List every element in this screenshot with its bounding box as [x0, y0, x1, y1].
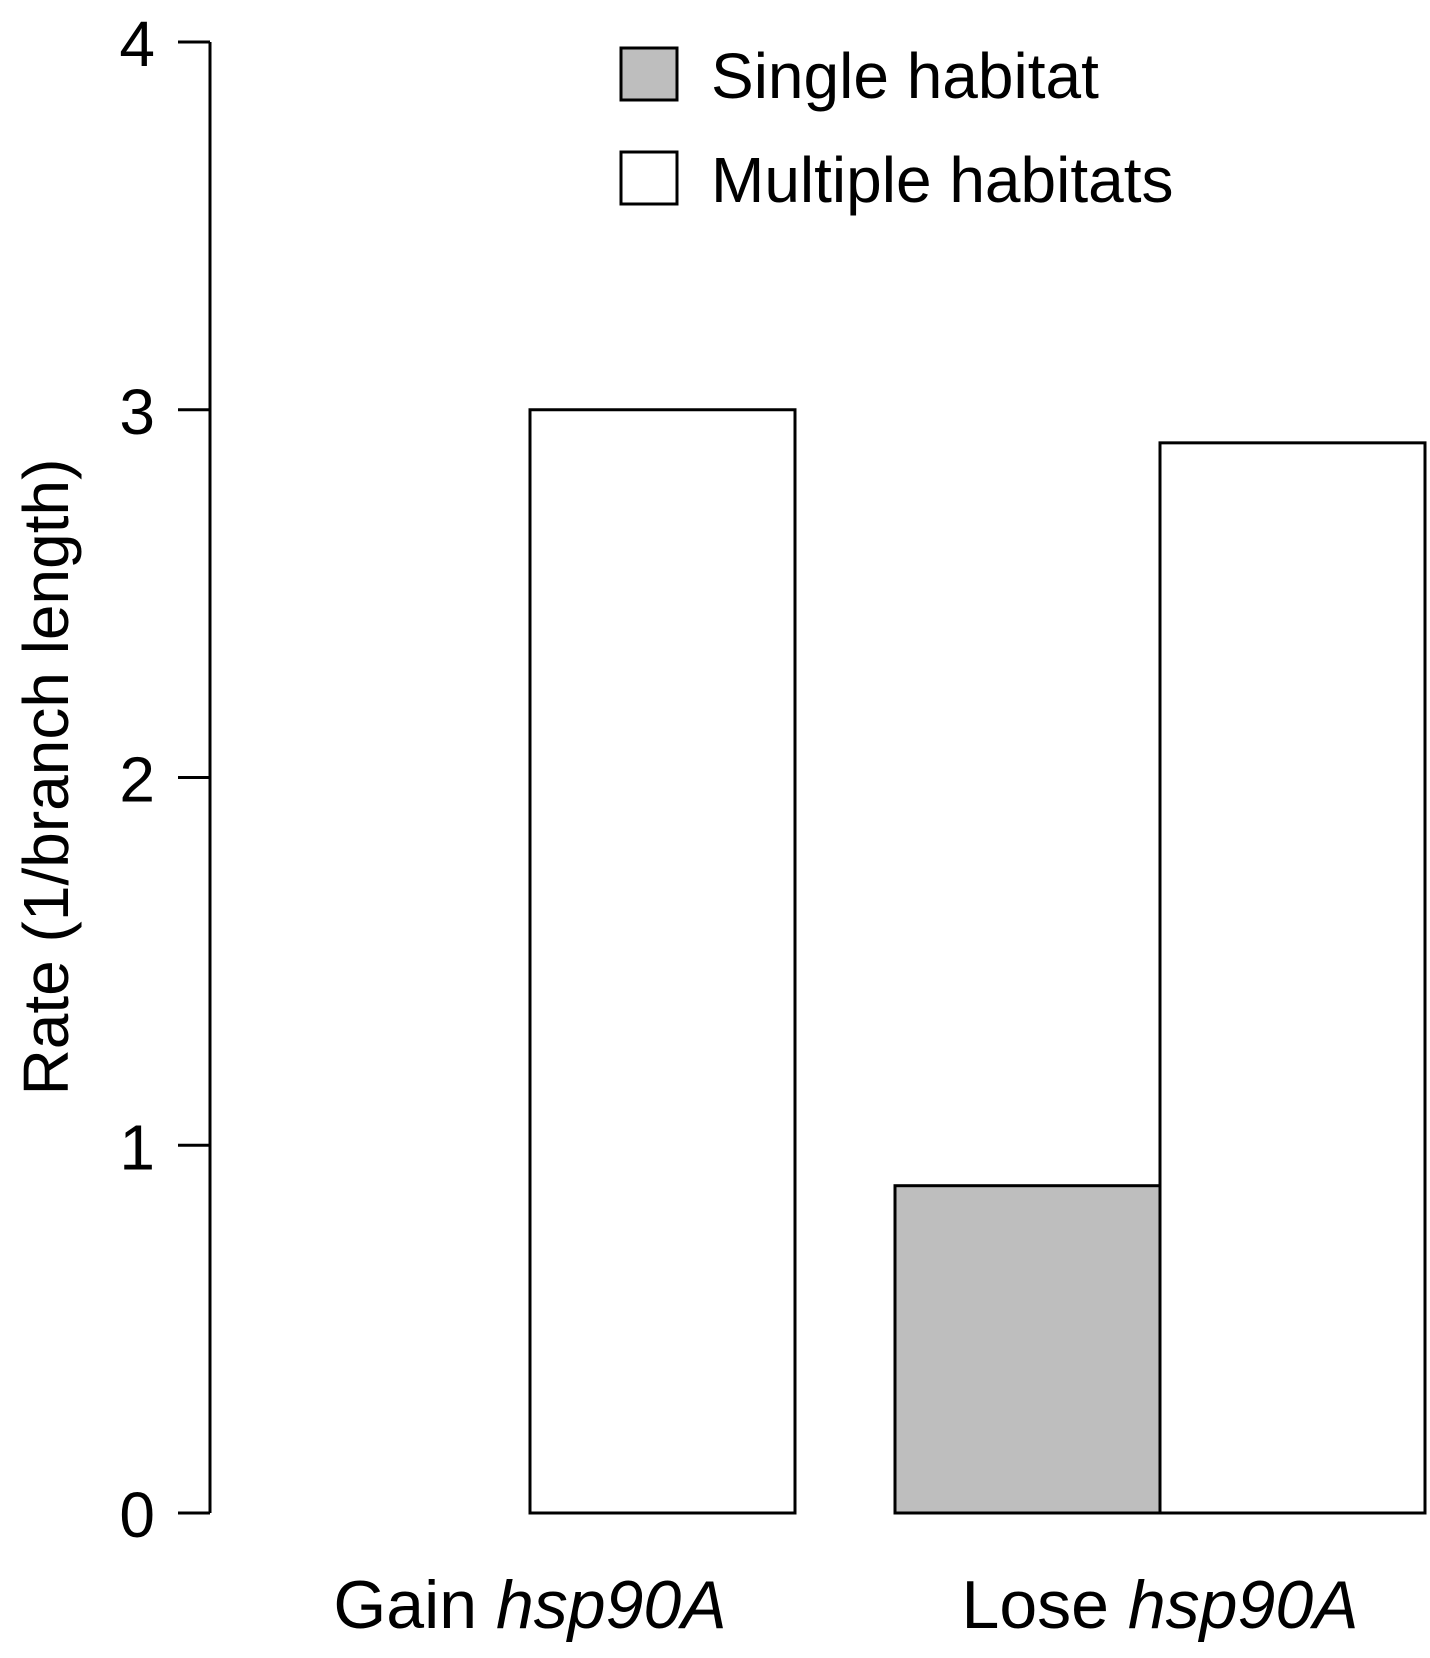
bar-multiple-0 [528, 408, 797, 1515]
bars [528, 408, 1427, 1515]
y-axis-title: Rate (1/branch length) [10, 459, 82, 1096]
category-label-0: Gain hsp90A [333, 1567, 726, 1643]
y-tick-label-3: 3 [119, 376, 155, 448]
y-axis: 0 1 2 3 4 [119, 8, 212, 1551]
y-tick-label-4: 4 [119, 8, 155, 80]
y-tick-label-2: 2 [119, 744, 155, 816]
legend: Single habitat Multiple habitats [619, 40, 1173, 216]
category-label-1: Lose hsp90A [962, 1567, 1359, 1643]
category-labels: Gain hsp90A Lose hsp90A [333, 1567, 1358, 1643]
legend-label-0: Single habitat [711, 40, 1099, 112]
bar-single-1 [893, 1184, 1162, 1515]
legend-swatch-0 [619, 46, 679, 102]
bar-multiple-1 [1158, 441, 1427, 1515]
y-tick-label-0: 0 [119, 1479, 155, 1551]
legend-swatch-1 [619, 150, 679, 206]
legend-label-1: Multiple habitats [711, 144, 1173, 216]
y-tick-label-1: 1 [119, 1111, 155, 1183]
